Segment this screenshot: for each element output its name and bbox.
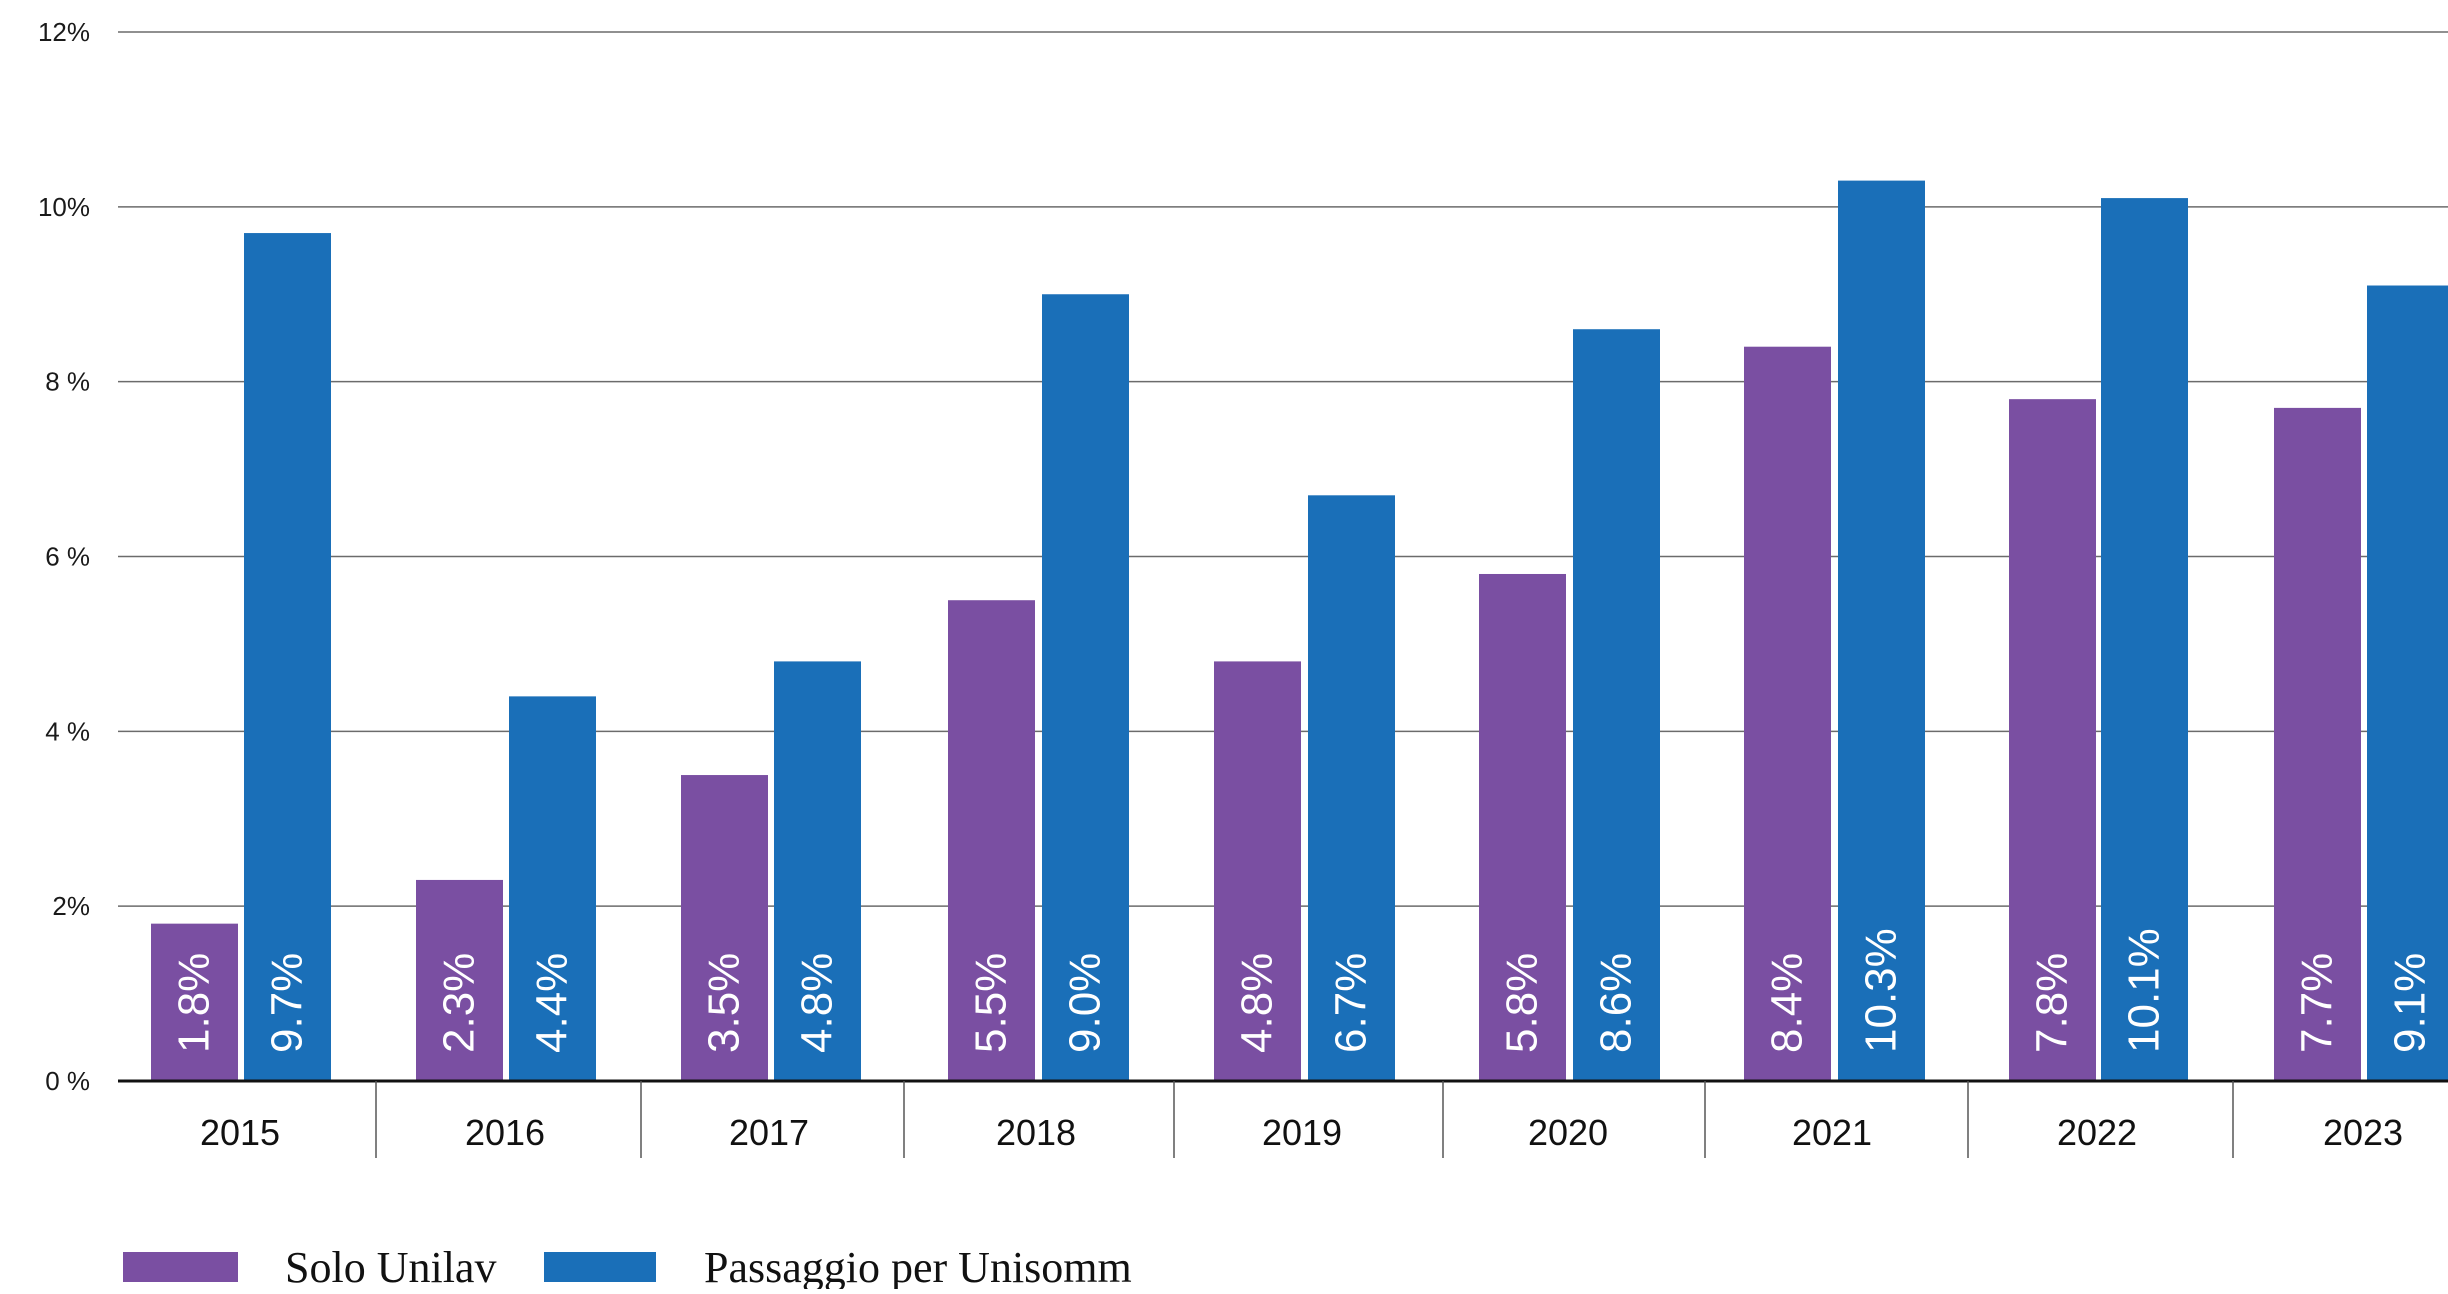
y-axis-ticks: 0 % 2% 4 % 6 % 8 % 10% 12% [38,17,90,1096]
bar-passaggio-per-unisomm-2021 [1838,180,1925,1081]
bar-passaggio-per-unisomm-2022 [2101,198,2188,1081]
bar-solo-unilav-2018 [948,600,1035,1081]
legend-label-solo-unilav: Solo Unilav [285,1243,496,1289]
y-tick-label: 12% [38,17,90,47]
y-tick-label: 0 % [45,1066,90,1096]
bar-solo-unilav-2023 [2274,407,2361,1081]
bar-solo-unilav-2022 [2009,399,2096,1081]
data-label-passaggio-per-unisomm-2019: 6.7% [1327,953,1376,1053]
bar-solo-unilav-2016 [416,879,503,1081]
data-label-passaggio-per-unisomm-2017: 4.8% [793,953,842,1053]
bar-solo-unilav-2021 [1744,346,1831,1081]
data-label-solo-unilav-2018: 5.5% [967,953,1016,1053]
bar-solo-unilav-2015 [151,923,238,1081]
data-label-solo-unilav-2015: 1.8% [170,953,219,1053]
x-tick-label-2022: 2022 [2057,1112,2137,1153]
legend-label-passaggio-per-unisomm: Passaggio per Unisomm [704,1243,1132,1289]
x-axis-ticks: 2015 2016 2017 2018 2019 2020 2021 2022 2023 [200,1112,2403,1153]
bar-solo-unilav-2020 [1479,573,1566,1081]
data-labels: 1.8% 2.3% 3.5% 5.5% 4.8% 5.8% 8.4% 7.8% 7.7% 9.7%… [170,928,2435,1053]
bar-passaggio-per-unisomm-2017 [774,661,861,1081]
data-label-solo-unilav-2022: 7.8% [2028,953,2077,1053]
x-tick-label-2016: 2016 [465,1112,545,1153]
data-label-passaggio-per-unisomm-2018: 9.0% [1061,953,1110,1053]
bar-passaggio-per-unisomm-2019 [1308,495,1395,1081]
y-tick-label: 10% [38,192,90,222]
data-label-solo-unilav-2019: 4.8% [1233,953,1282,1053]
data-label-solo-unilav-2017: 3.5% [700,953,749,1053]
x-tick-label-2017: 2017 [729,1112,809,1153]
bar-solo-unilav-2019 [1214,661,1301,1081]
data-label-solo-unilav-2023: 7.7% [2293,953,2342,1053]
data-label-passaggio-per-unisomm-2022: 10.1% [2120,928,2169,1053]
legend-swatch-solo-unilav [123,1252,238,1282]
x-tick-label-2019: 2019 [1262,1112,1342,1153]
y-tick-label: 2% [52,891,90,921]
data-label-passaggio-per-unisomm-2023: 9.1% [2386,953,2435,1053]
data-label-passaggio-per-unisomm-2016: 4.4% [528,953,577,1053]
data-label-solo-unilav-2016: 2.3% [435,953,484,1053]
bars [151,180,2448,1082]
bar-passaggio-per-unisomm-2016 [509,696,596,1081]
bar-passaggio-per-unisomm-2018 [1042,294,1129,1081]
x-tick-label-2015: 2015 [200,1112,280,1153]
y-tick-label: 8 % [45,367,90,397]
x-tick-label-2021: 2021 [1792,1112,1872,1153]
data-label-passaggio-per-unisomm-2020: 8.6% [1592,953,1641,1053]
legend: Solo Unilav Passaggio per Unisomm [123,1243,1132,1292]
legend-swatch-passaggio-per-unisomm [544,1252,656,1282]
x-tick-label-2020: 2020 [1528,1112,1608,1153]
x-tick-label-2018: 2018 [996,1112,1076,1153]
data-label-solo-unilav-2021: 8.4% [1763,953,1812,1053]
bar-passaggio-per-unisomm-2023 [2367,285,2448,1082]
bar-passaggio-per-unisomm-2015 [244,233,331,1081]
bar-solo-unilav-2017 [681,775,768,1081]
x-axis [118,1079,2448,1158]
data-label-solo-unilav-2020: 5.8% [1498,953,1547,1053]
y-tick-label: 4 % [45,716,90,746]
y-tick-label: 6 % [45,542,90,572]
data-label-passaggio-per-unisomm-2015: 9.7% [263,953,312,1053]
data-label-passaggio-per-unisomm-2021: 10.3% [1857,928,1906,1053]
x-tick-label-2023: 2023 [2323,1112,2403,1153]
bar-passaggio-per-unisomm-2020 [1573,329,1660,1081]
